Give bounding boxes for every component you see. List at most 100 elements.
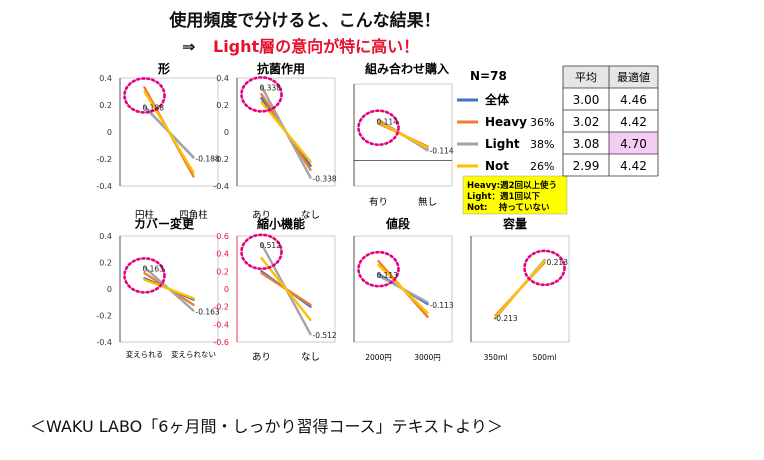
chart-title: 組み合わせ購入 bbox=[365, 61, 449, 76]
table-cell-0-0: 3.00 bbox=[573, 93, 600, 107]
highlight-circle bbox=[123, 77, 166, 114]
chart-4: 縮小機能 0.6 0.4 0.2 0 -0.2 -0.4 -0.6 あり なし 0.512 -0.51… bbox=[213, 216, 337, 363]
highlight-circle bbox=[240, 233, 283, 271]
usage-note-line-1: Heavy:週2回以上使う bbox=[467, 180, 557, 191]
series-line-3 bbox=[143, 90, 195, 174]
table-header-1: 最適値 bbox=[617, 70, 650, 84]
chart-frame bbox=[236, 235, 336, 343]
y-tick-label: 0.4 bbox=[99, 74, 112, 83]
y-tick-label: 0.4 bbox=[99, 232, 112, 241]
table-cell-1-1: 4.42 bbox=[620, 115, 647, 129]
y-tick-label: 0 bbox=[107, 285, 112, 294]
chart-0: 形 0.4 0.2 0 -0.2 -0.4 円柱 四角柱 0.188 -0.188 bbox=[96, 62, 220, 221]
legend-pct-2: 38% bbox=[530, 138, 554, 151]
data-label: -0.114 bbox=[430, 147, 454, 156]
legend-pct-1: 36% bbox=[530, 116, 554, 129]
charts-group: 形 0.4 0.2 0 -0.2 -0.4 円柱 四角柱 0.188 -0.188 抗菌作用 0.4 0… bbox=[96, 61, 570, 363]
category-label: あり bbox=[252, 210, 271, 221]
y-tick-label: -0.6 bbox=[213, 338, 229, 347]
category-label: あり bbox=[252, 352, 271, 363]
table-cell-2-0: 3.08 bbox=[573, 137, 600, 151]
y-tick-label: -0.2 bbox=[213, 155, 229, 164]
legend-pct-3: 26% bbox=[530, 160, 554, 173]
category-label: 有り bbox=[369, 196, 388, 208]
usage-note-box: Heavy:週2回以上使う Light：週1回以下 Not: 持っていない bbox=[462, 175, 568, 215]
y-tick-label: -0.4 bbox=[213, 320, 229, 329]
series-line-3 bbox=[494, 259, 546, 319]
data-label: 0.213 bbox=[547, 258, 569, 267]
category-label: 3000円 bbox=[414, 353, 441, 362]
legend-label-1: Heavy bbox=[485, 115, 527, 129]
series-line-3 bbox=[260, 101, 312, 163]
data-label: 0.188 bbox=[143, 104, 165, 113]
category-label: 500ml bbox=[533, 353, 557, 362]
usage-note-line-3: Not: 持っていない bbox=[467, 202, 549, 213]
series-line-3 bbox=[143, 278, 195, 300]
y-tick-label: 0 bbox=[224, 128, 229, 137]
usage-note-line-2: Light：週1回以下 bbox=[467, 192, 540, 202]
data-label: -0.338 bbox=[313, 175, 337, 184]
y-tick-label: 0 bbox=[224, 285, 229, 294]
usage-note-bg bbox=[462, 175, 568, 215]
data-label: -0.163 bbox=[196, 308, 220, 317]
chart-title: 形 bbox=[158, 62, 170, 76]
category-label: 四角柱 bbox=[179, 209, 208, 221]
chart-title: 縮小機能 bbox=[257, 216, 305, 231]
y-tick-label: -0.4 bbox=[96, 338, 112, 347]
chart-title: カバー変更 bbox=[134, 216, 195, 231]
category-label: 無し bbox=[418, 196, 437, 208]
category-label: 2000円 bbox=[365, 353, 392, 362]
data-label: -0.188 bbox=[196, 154, 220, 163]
page-subtitle: Light層の意向が特に高い！ bbox=[213, 37, 419, 56]
y-tick-label: 0.2 bbox=[99, 101, 112, 110]
y-tick-label: -0.4 bbox=[213, 182, 229, 191]
sample-size-label: N=78 bbox=[470, 69, 507, 83]
y-tick-label: -0.2 bbox=[96, 312, 112, 321]
chart-1: 抗菌作用 0.4 0.2 0 -0.2 -0.4 あり なし 0.338 -0.338 bbox=[213, 61, 337, 221]
data-label: 0.512 bbox=[260, 241, 282, 250]
y-tick-label: 0.2 bbox=[99, 259, 112, 268]
chart-title: 容量 bbox=[502, 216, 527, 231]
data-label: 0.163 bbox=[143, 264, 165, 273]
table-cell-2-1: 4.70 bbox=[620, 137, 647, 151]
table-cell-1-0: 3.02 bbox=[573, 115, 600, 129]
y-tick-label: 0.4 bbox=[216, 250, 229, 259]
y-tick-label: 0.2 bbox=[216, 101, 229, 110]
legend-label-3: Not bbox=[485, 159, 509, 173]
data-label: -0.512 bbox=[313, 331, 337, 340]
series-line-3 bbox=[377, 263, 429, 315]
data-label: 0.338 bbox=[260, 83, 282, 92]
legend-label-2: Light bbox=[485, 137, 520, 151]
highlight-circle bbox=[357, 109, 400, 146]
y-tick-label: -0.4 bbox=[96, 182, 112, 191]
chart-3: カバー変更 0.4 0.2 0 -0.2 -0.4 変えられる 変えられない 0.163 -0.1… bbox=[96, 216, 220, 359]
y-tick-label: 0.2 bbox=[216, 267, 229, 276]
table-highlight-cell bbox=[609, 132, 658, 154]
data-label: 0.114 bbox=[377, 117, 399, 126]
table-header-bg bbox=[563, 66, 658, 88]
chart-6: 容量 350ml 500ml -0.213 0.213 bbox=[470, 216, 570, 362]
category-label: 350ml bbox=[484, 353, 508, 362]
category-label: 変えられない bbox=[171, 349, 216, 359]
chart-title: 値段 bbox=[385, 216, 411, 231]
highlight-circle bbox=[357, 250, 400, 288]
category-label: なし bbox=[301, 352, 320, 363]
y-tick-label: -0.2 bbox=[213, 303, 229, 312]
y-tick-label: 0 bbox=[107, 128, 112, 137]
subtitle-arrow: ⇒ bbox=[182, 37, 195, 56]
score-table: 平均 最適値 3.00 4.46 3.02 4.42 3.08 4.70 2.99 4.42 bbox=[562, 65, 659, 177]
category-label: 円柱 bbox=[135, 209, 155, 221]
source-footer: ＜WAKU LABO「6ヶ月間・しっかり習得コース」テキストより＞ bbox=[30, 417, 503, 436]
chart-5: 値段 2000円 3000円 0.113 -0.113 bbox=[353, 216, 454, 362]
page-title: 使用頻度で分けると、こんな結果！ bbox=[168, 10, 440, 31]
legend-label-0: 全体 bbox=[484, 92, 510, 107]
y-tick-label: 0.4 bbox=[216, 74, 229, 83]
y-tick-label: -0.2 bbox=[96, 155, 112, 164]
table-cell-0-1: 4.46 bbox=[620, 93, 647, 107]
y-tick-label: 0.6 bbox=[216, 232, 229, 241]
legend: N=78 全体 Heavy 36% Light 38% Not 26% bbox=[457, 69, 554, 173]
highlight-circle bbox=[240, 76, 283, 113]
